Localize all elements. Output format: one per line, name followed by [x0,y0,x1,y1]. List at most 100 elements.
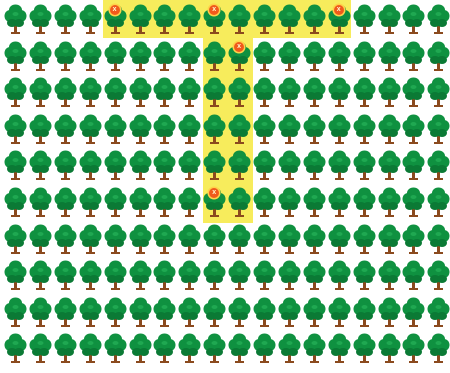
grid-cell[interactable] [4,295,27,329]
grid-cell[interactable] [54,112,77,146]
grid-cell[interactable] [104,295,127,329]
grid-cell[interactable] [353,331,376,365]
grid-cell[interactable] [378,39,401,73]
grid-cell[interactable] [4,148,27,182]
grid-cell[interactable] [104,75,127,109]
grid-cell[interactable] [278,2,301,36]
grid-cell[interactable] [54,331,77,365]
grid-cell[interactable] [104,39,127,73]
grid-cell[interactable]: x [203,2,226,36]
grid-cell[interactable] [228,112,251,146]
grid-cell[interactable] [402,148,425,182]
grid-cell[interactable] [427,148,450,182]
grid-cell[interactable] [378,75,401,109]
grid-cell[interactable] [228,295,251,329]
grid-cell[interactable] [79,39,102,73]
grid-cell[interactable] [402,295,425,329]
grid-cell[interactable] [153,112,176,146]
grid-cell[interactable] [253,75,276,109]
grid-cell[interactable] [29,331,52,365]
grid-cell[interactable] [328,112,351,146]
grid-cell[interactable] [303,258,326,292]
grid-cell[interactable] [303,39,326,73]
grid-cell[interactable] [79,112,102,146]
grid-cell[interactable] [153,75,176,109]
grid-cell[interactable] [54,39,77,73]
grid-cell[interactable] [427,2,450,36]
grid-cell[interactable] [328,185,351,219]
grid-cell[interactable] [328,75,351,109]
grid-cell[interactable] [402,222,425,256]
grid-cell[interactable] [278,331,301,365]
grid-cell[interactable] [178,331,201,365]
grid-cell[interactable] [4,185,27,219]
grid-cell[interactable] [303,2,326,36]
grid-cell[interactable] [378,258,401,292]
grid-cell[interactable] [79,185,102,219]
grid-cell[interactable] [427,222,450,256]
grid-cell[interactable] [153,331,176,365]
grid-cell[interactable] [54,222,77,256]
grid-cell[interactable] [303,148,326,182]
grid-cell[interactable] [427,75,450,109]
grid-cell[interactable] [353,112,376,146]
grid-cell[interactable] [228,331,251,365]
grid-cell[interactable] [328,148,351,182]
grid-cell[interactable] [129,331,152,365]
grid-cell[interactable] [203,112,226,146]
grid-cell[interactable] [427,331,450,365]
grid-cell[interactable] [29,75,52,109]
grid-cell[interactable] [178,295,201,329]
grid-cell[interactable] [328,331,351,365]
grid-cell[interactable] [278,258,301,292]
grid-cell[interactable] [29,2,52,36]
grid-cell[interactable] [402,331,425,365]
grid-cell[interactable] [328,295,351,329]
grid-cell[interactable] [378,295,401,329]
grid-cell[interactable] [178,148,201,182]
grid-cell[interactable] [29,222,52,256]
grid-cell[interactable] [427,112,450,146]
grid-cell[interactable] [153,148,176,182]
grid-cell[interactable] [29,39,52,73]
grid-cell[interactable] [4,2,27,36]
grid-cell[interactable] [353,75,376,109]
grid-cell[interactable] [4,258,27,292]
grid-cell[interactable] [129,148,152,182]
grid-cell[interactable] [253,39,276,73]
grid-cell[interactable] [178,2,201,36]
grid-cell[interactable] [29,185,52,219]
grid-cell[interactable] [129,75,152,109]
grid-cell[interactable] [427,39,450,73]
grid-cell[interactable] [402,75,425,109]
grid-cell[interactable] [253,258,276,292]
grid-cell[interactable] [402,2,425,36]
grid-cell[interactable] [353,185,376,219]
grid-cell[interactable] [79,148,102,182]
grid-cell[interactable] [278,112,301,146]
grid-cell[interactable] [129,222,152,256]
grid-cell[interactable] [153,2,176,36]
grid-cell[interactable] [353,222,376,256]
grid-cell[interactable] [353,295,376,329]
grid-cell[interactable]: x [228,39,251,73]
grid-cell[interactable] [178,75,201,109]
grid-cell[interactable] [178,39,201,73]
grid-cell[interactable] [378,222,401,256]
grid-cell[interactable] [378,2,401,36]
grid-cell[interactable] [79,75,102,109]
grid-cell[interactable] [378,148,401,182]
grid-cell[interactable] [153,185,176,219]
grid-cell[interactable] [402,112,425,146]
grid-cell[interactable] [203,222,226,256]
grid-cell[interactable] [228,222,251,256]
grid-cell[interactable] [54,295,77,329]
grid-cell[interactable] [353,2,376,36]
grid-cell[interactable] [153,258,176,292]
grid-cell[interactable] [303,222,326,256]
grid-cell[interactable] [328,39,351,73]
grid-cell[interactable] [129,295,152,329]
grid-cell[interactable] [153,222,176,256]
grid-cell[interactable] [4,331,27,365]
grid-cell[interactable] [253,331,276,365]
